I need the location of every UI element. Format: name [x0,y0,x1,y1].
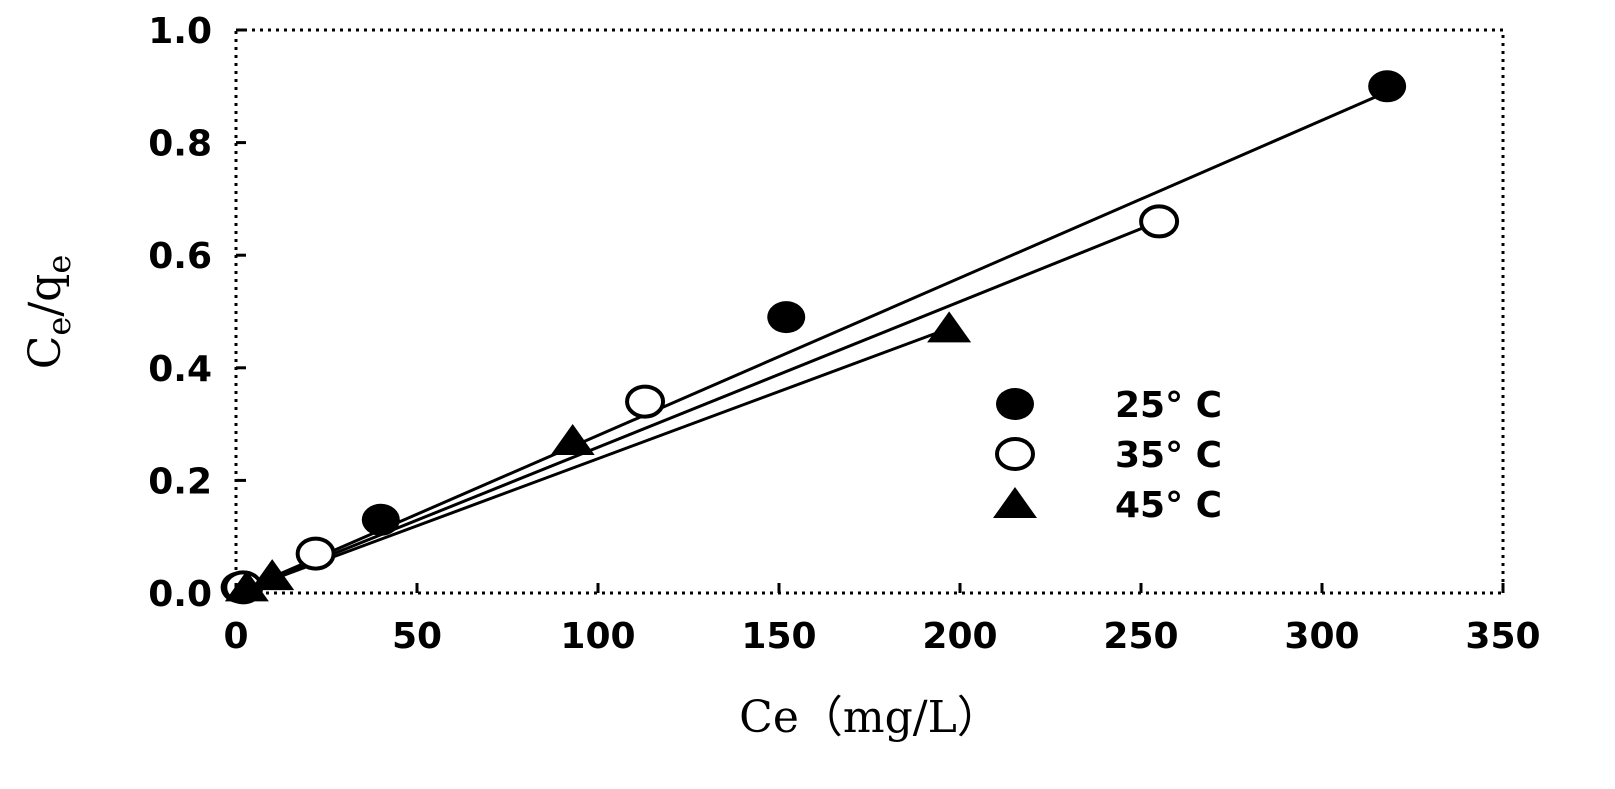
x-tick-label: 200 [922,616,997,657]
plot-frame [234,28,1505,595]
x-tick-label: 50 [392,616,442,657]
y-title-main: C [20,336,71,370]
data-point [295,536,336,571]
data-point [224,570,269,602]
legend-marker [993,487,1037,518]
fit-line [235,90,1388,595]
x-axis-title: Ce（mg/L） [739,692,1001,743]
svg-text:Ce/qe: Ce/qe [20,255,78,370]
legend-label: 45° C [1115,485,1222,526]
x-tick-label: 250 [1103,616,1178,657]
data-point [767,301,806,334]
y-title-sub2: e [40,255,78,274]
y-title-sub1: e [40,317,78,336]
x-tick-label: 350 [1465,616,1540,657]
y-title-mid: /q [20,274,71,317]
legend-item: 25° C [996,385,1222,426]
data-point [927,311,972,343]
data-point [250,559,295,591]
x-tick-label: 300 [1284,616,1359,657]
y-tick-label: 0.6 [148,236,212,277]
data-point [625,384,666,419]
data-point [1139,204,1180,239]
x-tick-label: 100 [560,616,635,657]
x-tick-label: 0 [223,616,248,657]
legend-label: 35° C [1115,435,1222,476]
legend-label: 25° C [1115,385,1222,426]
data-point [550,423,595,455]
x-tick-label: 150 [741,616,816,657]
data-markers [220,70,1407,605]
data-point [361,503,400,536]
x-axis-ticks: 0 50 100 150 200 250 300 350 [223,583,1541,657]
y-tick-label: 0.0 [148,574,212,615]
legend-item: 35° C [995,435,1222,476]
legend-marker [996,388,1034,420]
fit-line [235,326,950,595]
y-tick-label: 0.8 [148,124,212,165]
y-axis-ticks: 0.0 0.2 0.4 0.6 0.8 1.0 [148,11,246,615]
y-tick-label: 0.4 [148,349,212,390]
legend: 25° C 35° C 45° C [993,385,1222,526]
y-tick-label: 1.0 [148,11,212,52]
y-axis-title: Ce/qe [20,255,78,370]
legend-marker [995,437,1035,471]
legend-item: 45° C [993,485,1222,526]
data-point [1368,70,1407,103]
y-tick-label: 0.2 [148,461,212,502]
